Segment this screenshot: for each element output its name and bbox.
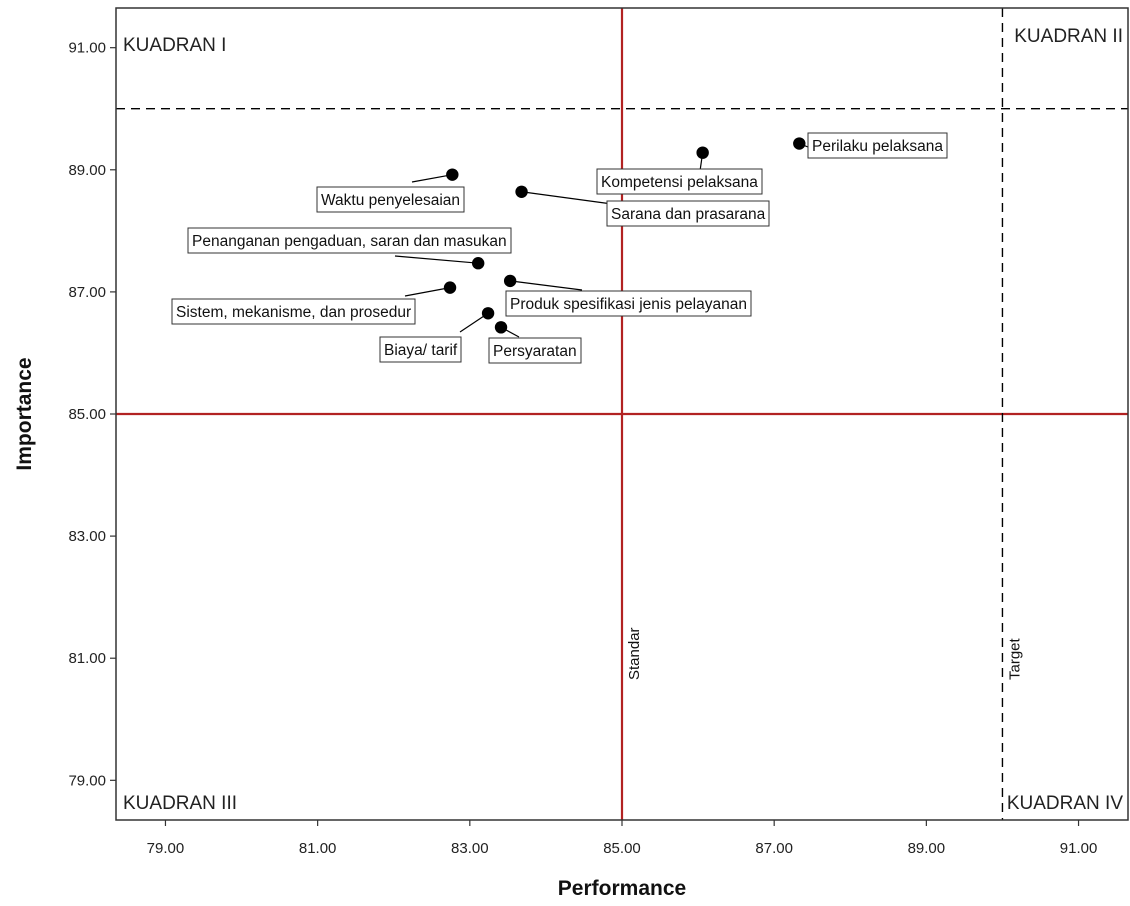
point-label-text: Sistem, mekanisme, dan prosedur — [176, 304, 411, 321]
quadrant-labels: KUADRAN I KUADRAN II KUADRAN III KUADRAN IV — [123, 26, 1123, 814]
x-axis-title: Performance — [558, 877, 686, 900]
y-tick-label: 91.00 — [68, 40, 106, 57]
point-label-box — [171, 298, 416, 325]
label-leader — [404, 287, 451, 297]
point-label-box — [505, 290, 752, 317]
y-axis-title: Importance — [13, 357, 36, 470]
data-point — [696, 146, 709, 159]
data-point — [494, 321, 508, 334]
quadrant-label-bottom-left: KUADRAN III — [123, 793, 237, 814]
quadrant-label-top-right: KUADRAN II — [1014, 26, 1123, 47]
point-label-text: Biaya/ tarif — [384, 342, 458, 359]
data-point — [446, 168, 459, 181]
y-tick-label: 89.00 — [68, 162, 106, 179]
point-label: Sarana dan prasarana — [606, 200, 770, 227]
data-point — [443, 281, 457, 294]
quadrant-label-top-left: KUADRAN I — [123, 35, 226, 56]
y-tick-label: 85.00 — [68, 406, 106, 423]
point-label-box — [606, 200, 770, 227]
x-axis: 79.00 81.00 83.00 85.00 87.00 89.00 91.00 — [147, 820, 1098, 857]
reference-lines: Standar Target — [116, 8, 1128, 820]
x-tick-label: 79.00 — [147, 840, 185, 857]
point-label: Persyaratan — [488, 337, 582, 364]
point-label-text: Persyaratan — [493, 343, 577, 360]
x-tick-label: 85.00 — [603, 840, 641, 857]
point-labels: Perilaku pelaksana Kompetensi pelaksana Wa… — [171, 132, 948, 364]
point-label-box — [488, 337, 582, 364]
point-label-text: Perilaku pelaksana — [812, 138, 943, 155]
point-label: Penanganan pengaduan, saran dan masukan — [187, 227, 512, 254]
point-label: Kompetensi pelaksana — [596, 168, 763, 195]
y-tick-label: 83.00 — [68, 528, 106, 545]
reference-line-label-target: Target — [1006, 637, 1023, 680]
point-label: Biaya/ tarif — [379, 336, 462, 363]
point-label-text: Sarana dan prasarana — [611, 206, 766, 223]
x-tick-label: 81.00 — [299, 840, 337, 857]
point-label-box — [807, 132, 948, 159]
point-label-box — [596, 168, 763, 195]
data-point — [793, 137, 806, 150]
data-points — [443, 137, 806, 334]
point-label-box — [187, 227, 512, 254]
y-tick-label: 87.00 — [68, 284, 106, 301]
label-leader — [394, 255, 479, 264]
point-label: Produk spesifikasi jenis pelayanan — [505, 290, 752, 317]
x-tick-label: 89.00 — [908, 840, 946, 857]
data-point — [503, 274, 517, 288]
y-tick-label: 81.00 — [68, 650, 106, 667]
y-tick-label: 79.00 — [68, 772, 106, 789]
point-label-box — [316, 186, 465, 213]
reference-line-label-standar: Standar — [626, 627, 643, 680]
data-point — [481, 307, 495, 320]
point-label-box — [379, 336, 462, 363]
label-leader — [411, 174, 453, 183]
x-tick-label: 91.00 — [1060, 840, 1098, 857]
y-axis: 79.00 81.00 83.00 85.00 87.00 89.00 91.00 — [68, 40, 116, 789]
point-label: Perilaku pelaksana — [807, 132, 948, 159]
data-point — [471, 257, 485, 270]
label-leader — [521, 191, 613, 205]
point-label: Waktu penyelesaian — [316, 186, 465, 213]
point-label-text: Kompetensi pelaksana — [601, 174, 758, 191]
point-label: Sistem, mekanisme, dan prosedur — [171, 298, 416, 325]
quadrant-label-bottom-right: KUADRAN IV — [1007, 793, 1123, 814]
point-label-text: Penanganan pengaduan, saran dan masukan — [192, 233, 507, 250]
x-tick-label: 83.00 — [451, 840, 489, 857]
x-tick-label: 87.00 — [755, 840, 793, 857]
point-label-text: Waktu penyelesaian — [321, 192, 460, 209]
label-leader — [510, 280, 583, 291]
data-point — [515, 185, 528, 198]
point-label-text: Produk spesifikasi jenis pelayanan — [510, 296, 747, 313]
